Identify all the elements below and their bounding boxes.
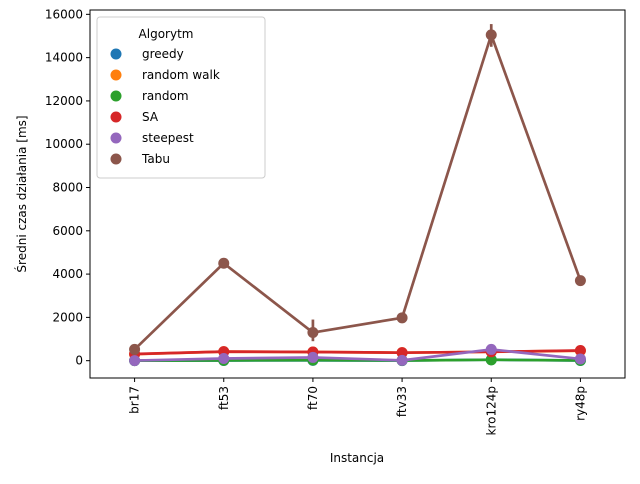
legend-items: greedy random walk random SA steepest Tabu xyxy=(110,47,220,166)
legend-marker xyxy=(110,153,122,165)
legend-marker xyxy=(110,111,122,123)
y-tick-label: 14000 xyxy=(45,51,83,65)
y-tick-label: 16000 xyxy=(45,7,83,21)
legend-marker xyxy=(110,48,122,60)
y-tick-label: 0 xyxy=(75,354,83,368)
data-point xyxy=(218,353,230,365)
x-tick-label: ftv33 xyxy=(395,386,409,417)
x-tick-label: br17 xyxy=(128,386,142,414)
y-tick-label: 8000 xyxy=(52,181,83,195)
y-tick-label: 12000 xyxy=(45,94,83,108)
data-point xyxy=(396,312,408,324)
y-tick-label: 2000 xyxy=(52,310,83,324)
series-tabu xyxy=(129,24,586,355)
data-point xyxy=(307,351,319,363)
plot-frame xyxy=(89,9,626,379)
data-point xyxy=(129,355,141,367)
legend-label: random walk xyxy=(142,68,220,82)
data-point xyxy=(129,343,141,355)
data-point xyxy=(485,29,497,41)
y-axis: 0 2000 4000 6000 8000 10000 12000 14000 16000 xyxy=(45,7,90,368)
y-tick-label: 6000 xyxy=(52,224,83,238)
data-point xyxy=(485,343,497,355)
legend-label: steepest xyxy=(142,131,194,145)
x-axis: br17 ft53 ft70 ftv33 kro124p ry48p xyxy=(128,378,587,435)
x-tick-label: ry48p xyxy=(573,386,587,421)
series-layer xyxy=(129,24,586,367)
data-point xyxy=(307,327,319,339)
x-axis-label: Instancja xyxy=(330,451,384,465)
y-tick-label: 10000 xyxy=(45,137,83,151)
series-line xyxy=(134,348,581,362)
y-axis-label: Średni czas działania [ms] xyxy=(14,115,29,272)
data-point xyxy=(396,354,408,366)
legend-label: random xyxy=(142,89,189,103)
x-tick-label: ft53 xyxy=(217,386,231,410)
series-line xyxy=(134,358,581,362)
legend-label: greedy xyxy=(142,47,184,61)
legend-marker xyxy=(110,132,122,144)
y-tick-label: 4000 xyxy=(52,267,83,281)
data-point xyxy=(485,354,497,366)
x-tick-label: ft70 xyxy=(306,386,320,410)
legend-label: SA xyxy=(142,110,159,124)
legend-marker xyxy=(110,90,122,102)
series-steepest xyxy=(129,343,586,367)
data-point xyxy=(574,275,586,287)
legend: Algorytm greedy random walk random SA steepe… xyxy=(96,16,266,179)
data-point xyxy=(574,345,586,357)
legend-label: Tabu xyxy=(141,152,170,166)
x-tick-label: kro124p xyxy=(484,386,498,435)
legend-box xyxy=(96,16,266,179)
series-line xyxy=(133,33,582,351)
data-point xyxy=(396,347,408,359)
legend-marker xyxy=(110,69,122,81)
data-point xyxy=(218,257,230,269)
legend-title: Algorytm xyxy=(139,27,194,41)
data-point xyxy=(574,353,586,365)
